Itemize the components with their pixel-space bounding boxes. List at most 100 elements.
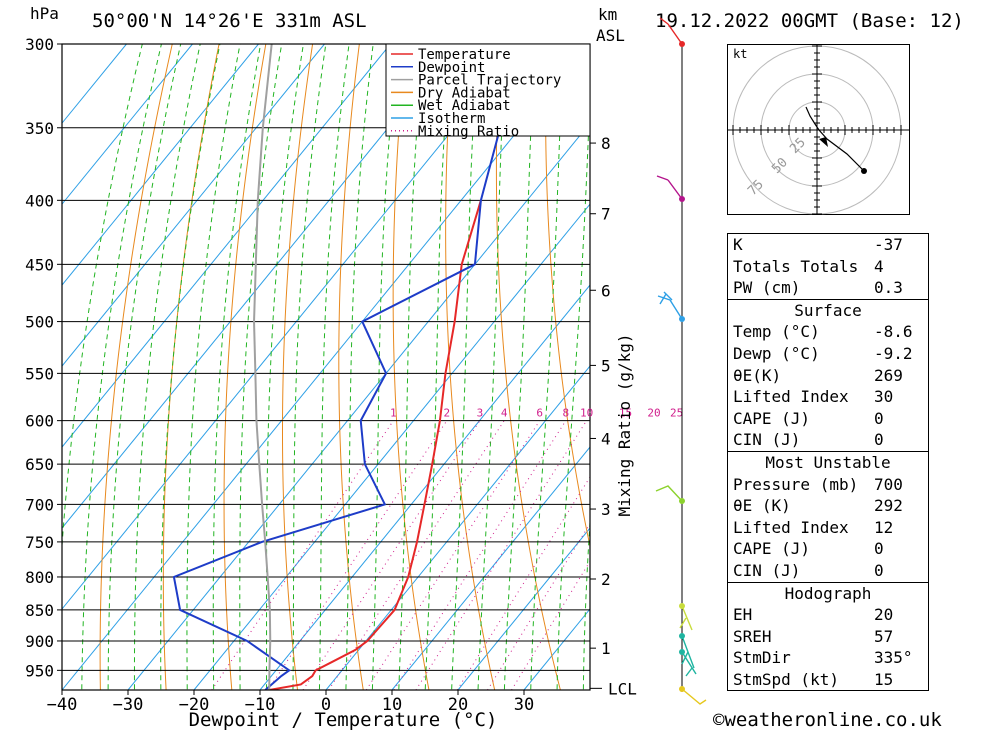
theta-value: 269: [874, 365, 903, 385]
wind-barb: [659, 17, 683, 45]
pressure-tick-label: 350: [25, 119, 54, 138]
mixing-ratio-value-label: 1: [390, 407, 397, 420]
temperature-tick-label: −10: [245, 695, 276, 715]
wet-adiabat-line: [292, 44, 327, 690]
wet-adiabat-line: [212, 44, 262, 690]
temp-value: -8.6: [874, 322, 913, 342]
wet-adiabat-line: [266, 44, 304, 690]
dry-adiabat-line: [223, 44, 267, 690]
isotherm-line: [127, 122, 590, 690]
wet-adiabat-line: [530, 44, 565, 690]
isotherm-line: [62, 44, 193, 205]
most-unstable-title: Most Unstable: [728, 450, 928, 474]
wind-barb: [655, 485, 683, 502]
tt-value: 4: [874, 256, 884, 276]
mixing-ratio-value-label: 15: [619, 407, 632, 420]
pressure-tick-label: 950: [25, 661, 54, 680]
wet-adiabat-line: [318, 44, 350, 690]
isotherm-line: [62, 44, 391, 448]
legend-entry: Mixing Ratio: [418, 124, 519, 140]
dry-adiabat-line: [445, 44, 496, 690]
mixing-ratio-value-label: 10: [580, 407, 593, 420]
pressure-tick-label: 450: [25, 255, 54, 274]
mixing-ratio-value-label: 8: [563, 407, 570, 420]
surface-theta-row: θE(K) 269: [728, 365, 928, 387]
wet-adiabat-line: [186, 44, 241, 690]
wind-barb-column: [655, 17, 707, 705]
stmspd-row: StmSpd (kt) 15: [728, 669, 928, 691]
temperature-tick-label: −30: [113, 695, 144, 715]
mixing-ratio-value-label: 2: [444, 407, 451, 420]
pressure-tick-label: 550: [25, 364, 54, 383]
cin-label: CIN (J): [733, 430, 801, 450]
legend-entry: Dry Adiabat: [418, 85, 511, 101]
pressure-tick-label: 900: [25, 632, 54, 651]
isotherm-line: [62, 44, 589, 690]
legend-entry: Parcel Trajectory: [418, 73, 561, 89]
mu-li-label: Lifted Index: [733, 517, 849, 537]
km-tick-label: 7: [601, 205, 611, 224]
isotherm-line: [62, 44, 127, 124]
dry-adiabat-line: [392, 44, 430, 690]
mixing-ratio-line: [328, 420, 505, 690]
surface-li-row: Lifted Index 30: [728, 386, 928, 408]
pressure-tick-labels: 300 350 400 450 500 550 600 650 700 750 800 850 900 9…: [25, 35, 54, 680]
mu-li-row: Lifted Index 12: [728, 517, 928, 539]
eh-row: EH 20: [728, 604, 928, 626]
isotherm-line: [457, 527, 590, 690]
stmdir-row: StmDir 335°: [728, 647, 928, 669]
copyright-link[interactable]: ©weatheronline.co.uk: [713, 709, 942, 731]
datetime-title: 19.12.2022 00GMT (Base: 12): [655, 10, 964, 32]
mu-theta-label: θE (K): [733, 496, 791, 516]
pressure-unit-label: hPa: [30, 4, 59, 23]
stmspd-value: 15: [874, 669, 894, 689]
legend-entry: Temperature: [418, 47, 511, 63]
surface-title: Surface: [728, 298, 928, 322]
stmspd-label: StmSpd (kt): [733, 669, 839, 689]
hodograph: kt 25 50 75: [727, 44, 910, 215]
mu-cin-value: 0: [874, 560, 884, 580]
indices-table-1: K -37 Totals Totals 4 PW (cm) 0.3 Surface T…: [727, 233, 929, 692]
hodo-trace: [805, 106, 865, 172]
wet-adiabat-line: [345, 44, 374, 690]
cape-label: CAPE (J): [733, 408, 811, 428]
pw-label: PW (cm): [733, 278, 801, 298]
mu-theta-row: θE (K) 292: [728, 495, 928, 517]
pressure-tick-label: 500: [25, 313, 54, 332]
x-axis-label: Dewpoint / Temperature (°C): [189, 709, 498, 731]
hodograph-title: Hodograph: [728, 581, 928, 605]
temperature-tick-labels: −40 −30 −20 −10 0 10 20 30: [47, 690, 534, 715]
hodo-unit-label: kt: [733, 47, 747, 61]
wind-barb: [681, 688, 707, 705]
li-label: Lifted Index: [733, 387, 849, 407]
location-title: 50°00'N 14°26'E 331m ASL: [92, 10, 367, 32]
surface-temp-row: Temp (°C) -8.6: [728, 321, 928, 343]
pressure-tick-label: 650: [25, 455, 54, 474]
temperature-tick-label: −20: [179, 695, 210, 715]
mixing-ratio-line: [211, 420, 394, 690]
mixing-ratio-line: [511, 560, 590, 690]
km-tick-labels: 8 7 6 5 4 3 2 1 LCL: [590, 134, 637, 698]
legend-entry: Wet Adiabat: [418, 98, 511, 114]
isotherm-line: [325, 365, 590, 690]
mixing-ratio-value-label: 3: [477, 407, 484, 420]
dewp-label: Dewp (°C): [733, 343, 820, 363]
km-tick-label: 1: [601, 639, 611, 658]
dewp-value: -9.2: [874, 343, 913, 363]
temperature-tick-label: 30: [514, 695, 534, 715]
dry-adiabat-line: [545, 44, 590, 549]
cin-value: 0: [874, 430, 884, 450]
mu-pressure-label: Pressure (mb): [733, 474, 859, 494]
profile-dewpoint: [172, 44, 524, 690]
mixing-ratio-labels: 1 2 3 4 6 8 10 15 20 25: [390, 407, 683, 420]
mixing-ratio-value-label: 4: [501, 407, 508, 420]
mu-li-value: 12: [874, 517, 894, 537]
wet-adiabat-line: [81, 44, 162, 690]
k-label: K: [733, 235, 743, 254]
tt-row: Totals Totals 4: [728, 256, 928, 278]
mixing-ratio-line: [365, 420, 541, 690]
sreh-label: SREH: [733, 626, 772, 646]
dry-adiabat-line: [338, 44, 364, 690]
pressure-tick-label: 400: [25, 191, 54, 210]
